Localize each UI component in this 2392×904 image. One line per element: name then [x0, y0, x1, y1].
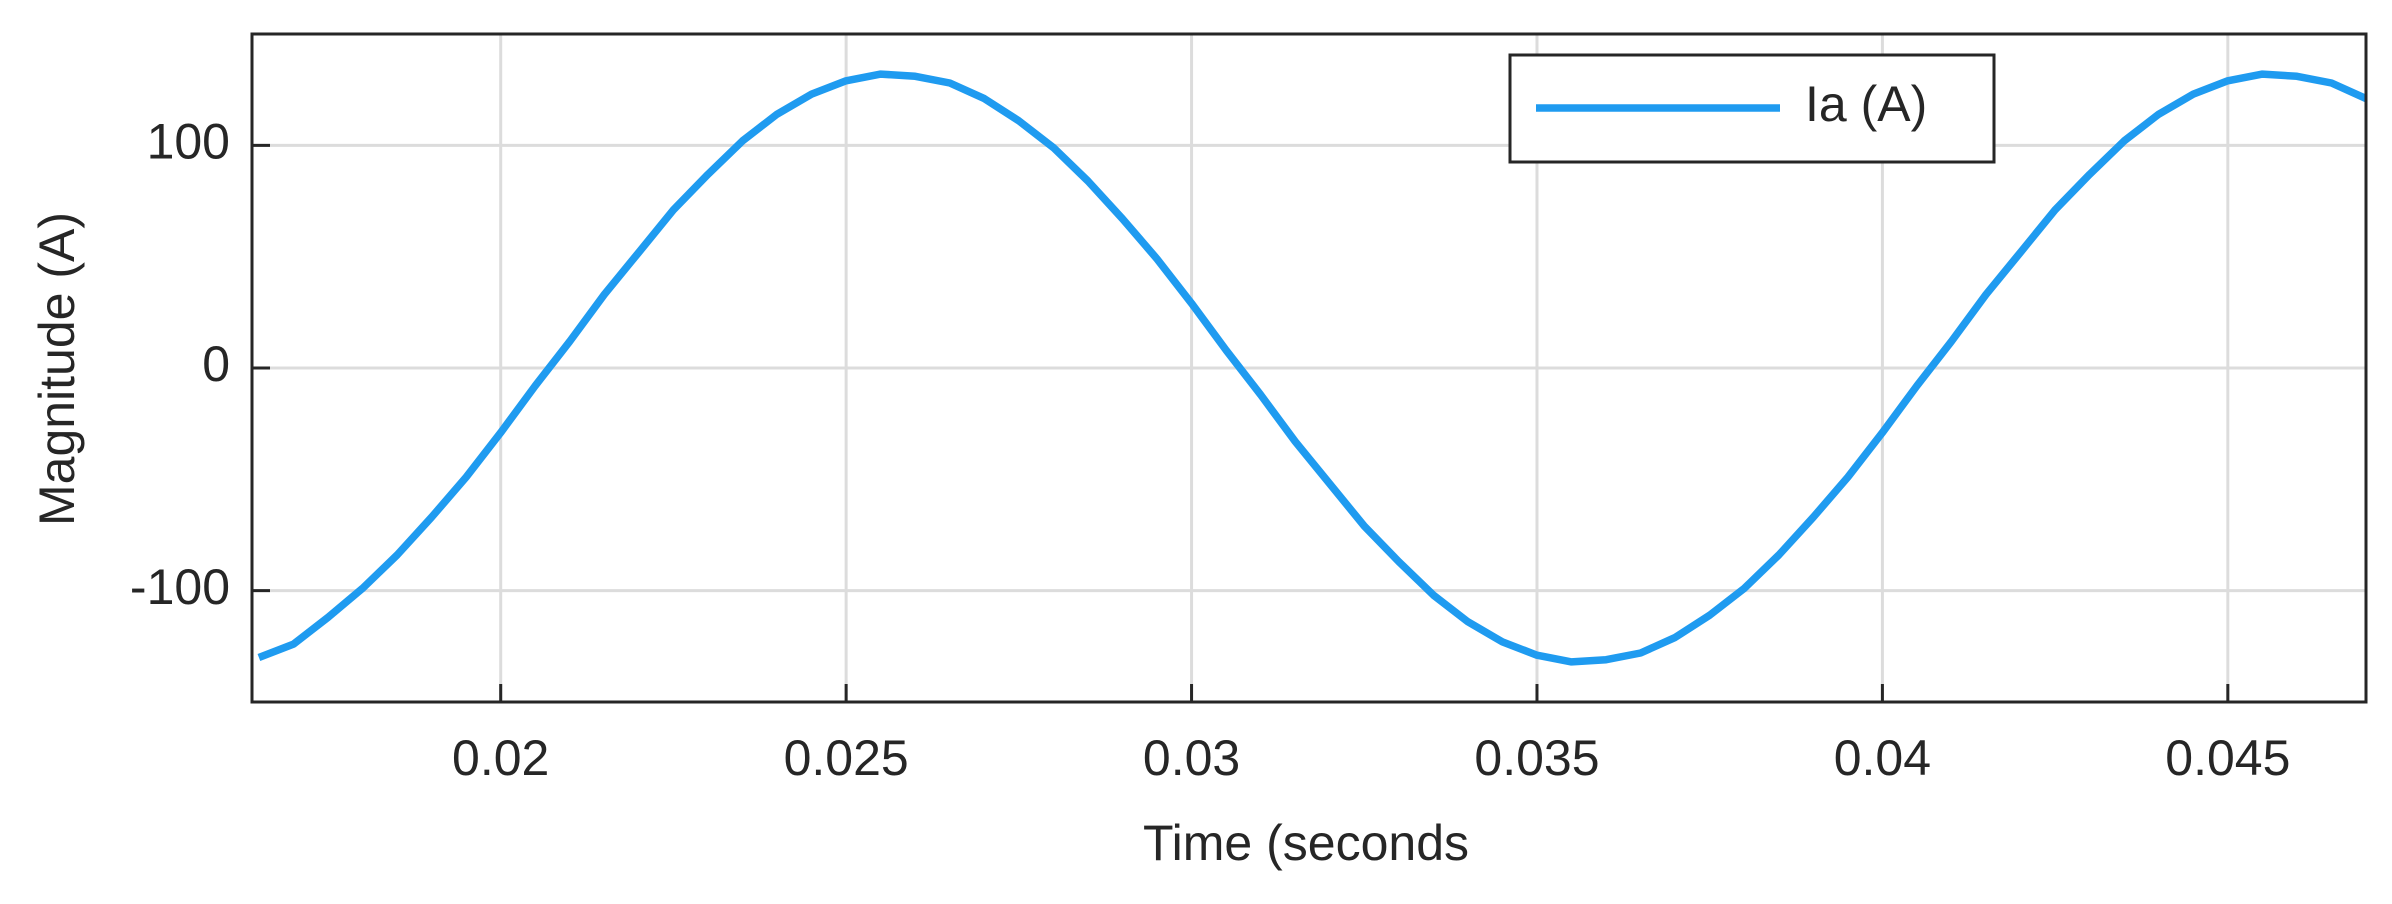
x-tick-label: 0.045 — [2165, 730, 2290, 786]
x-tick-label: 0.025 — [784, 730, 909, 786]
data-line — [257, 70, 2368, 666]
x-tick-label: 0.03 — [1143, 730, 1240, 786]
x-axis-label: Time (seconds — [1143, 815, 1469, 871]
y-tick-label: -100 — [130, 559, 230, 615]
legend-label: Ia (A) — [1805, 76, 1927, 132]
y-axis-label: Magnitude (A) — [29, 212, 85, 526]
y-tick-label: 100 — [147, 114, 230, 170]
plot-frame — [250, 32, 2368, 704]
x-tick-label: 0.02 — [452, 730, 549, 786]
x-tick-label: 0.04 — [1834, 730, 1931, 786]
x-tick-label: 0.035 — [1474, 730, 1599, 786]
y-tick-label: 0 — [202, 336, 230, 392]
